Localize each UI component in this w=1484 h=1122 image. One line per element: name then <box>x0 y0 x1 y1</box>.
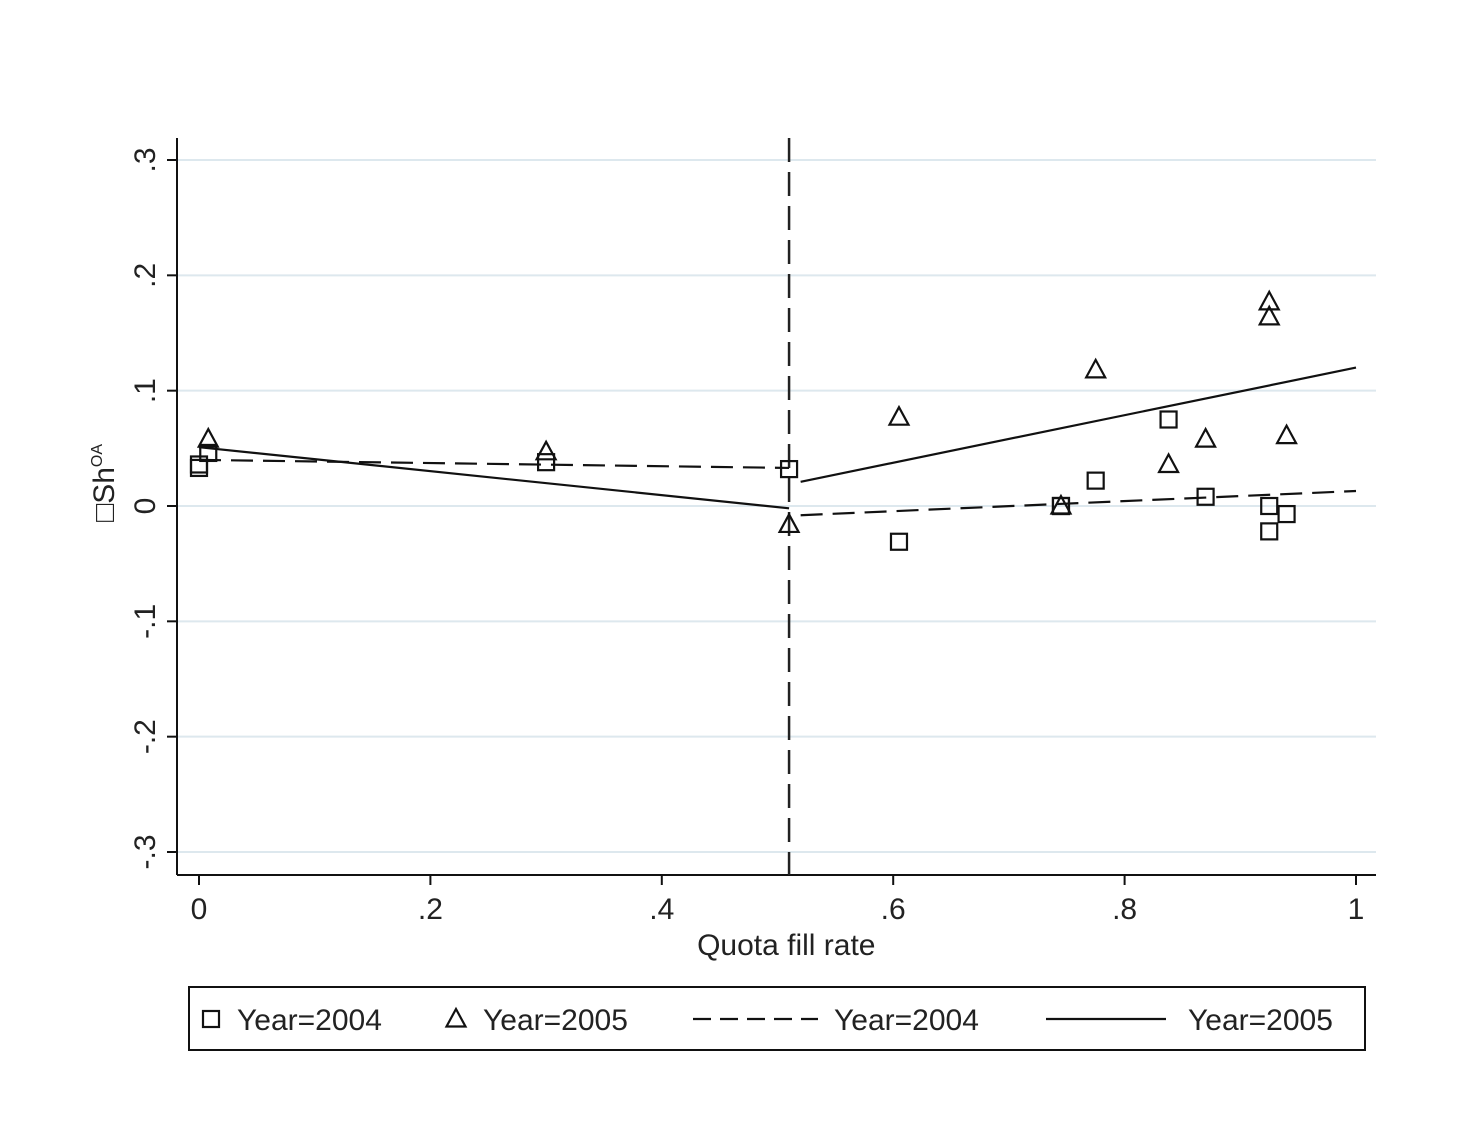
point-2005 <box>887 404 911 426</box>
point-2005 <box>777 512 801 534</box>
y-tick-label: .1 <box>129 378 162 403</box>
axes <box>167 138 1376 885</box>
point-2005 <box>1257 289 1281 311</box>
x-tick-label: .4 <box>649 893 674 926</box>
point-2004 <box>779 459 799 479</box>
y-tick-label: -.1 <box>129 604 162 639</box>
y-tick-label: .3 <box>129 147 162 172</box>
legend: Year=2004 Year=2005 Year=2004 Year=2005 <box>188 986 1366 1051</box>
point-2004 <box>889 532 909 551</box>
point-2004 <box>1086 471 1105 490</box>
axis-labels: .3 .2 .1 0 -.1 -.2 -.3 0 .2 .4 .6 .8 1 Quota fill rat… <box>88 147 1364 962</box>
point-2005 <box>1275 423 1298 445</box>
x-tick-label: .2 <box>418 893 443 926</box>
legend-triangle-icon <box>444 1006 468 1028</box>
legend-label: Year=2005 <box>1188 1004 1333 1037</box>
x-axis-title: Quota fill rate <box>697 929 875 962</box>
point-2004 <box>199 443 218 463</box>
y-tick-label: -.3 <box>129 834 162 869</box>
x-tick-label: 1 <box>1348 893 1365 926</box>
legend-square-icon <box>201 1009 221 1029</box>
y-axis-title: □ShOA <box>88 444 121 522</box>
y-tick-label: 0 <box>129 498 162 515</box>
point-2005 <box>196 426 220 448</box>
fit-lines <box>198 138 1357 875</box>
x-tick-label: .8 <box>1112 893 1137 926</box>
point-2005 <box>1084 357 1108 379</box>
legend-label: Year=2004 <box>237 1004 382 1037</box>
point-2004 <box>1277 504 1296 524</box>
x-tick-label: 0 <box>191 893 208 926</box>
fit-line-2004 <box>800 489 1357 517</box>
x-tick-label: .6 <box>881 893 906 926</box>
point-2004 <box>189 455 209 474</box>
point-2005 <box>1257 304 1281 326</box>
fit-line-2004 <box>198 458 790 470</box>
point-2005 <box>534 439 558 461</box>
fit-line-2005 <box>198 446 790 510</box>
point-2004 <box>1260 522 1279 541</box>
legend-label: Year=2004 <box>834 1004 979 1037</box>
gridlines <box>177 159 1376 853</box>
y-tick-label: -.2 <box>129 719 162 754</box>
data-points <box>189 289 1298 551</box>
point-2004 <box>1260 496 1279 516</box>
point-2004 <box>536 453 556 472</box>
point-2004 <box>1196 487 1215 506</box>
point-2005 <box>1049 493 1073 515</box>
fit-line-2005 <box>800 366 1357 483</box>
point-2005 <box>1194 426 1217 448</box>
legend-label: Year=2005 <box>483 1004 628 1037</box>
point-2005 <box>1157 452 1180 474</box>
y-tick-label: .2 <box>129 263 162 288</box>
point-2004 <box>1159 410 1178 429</box>
